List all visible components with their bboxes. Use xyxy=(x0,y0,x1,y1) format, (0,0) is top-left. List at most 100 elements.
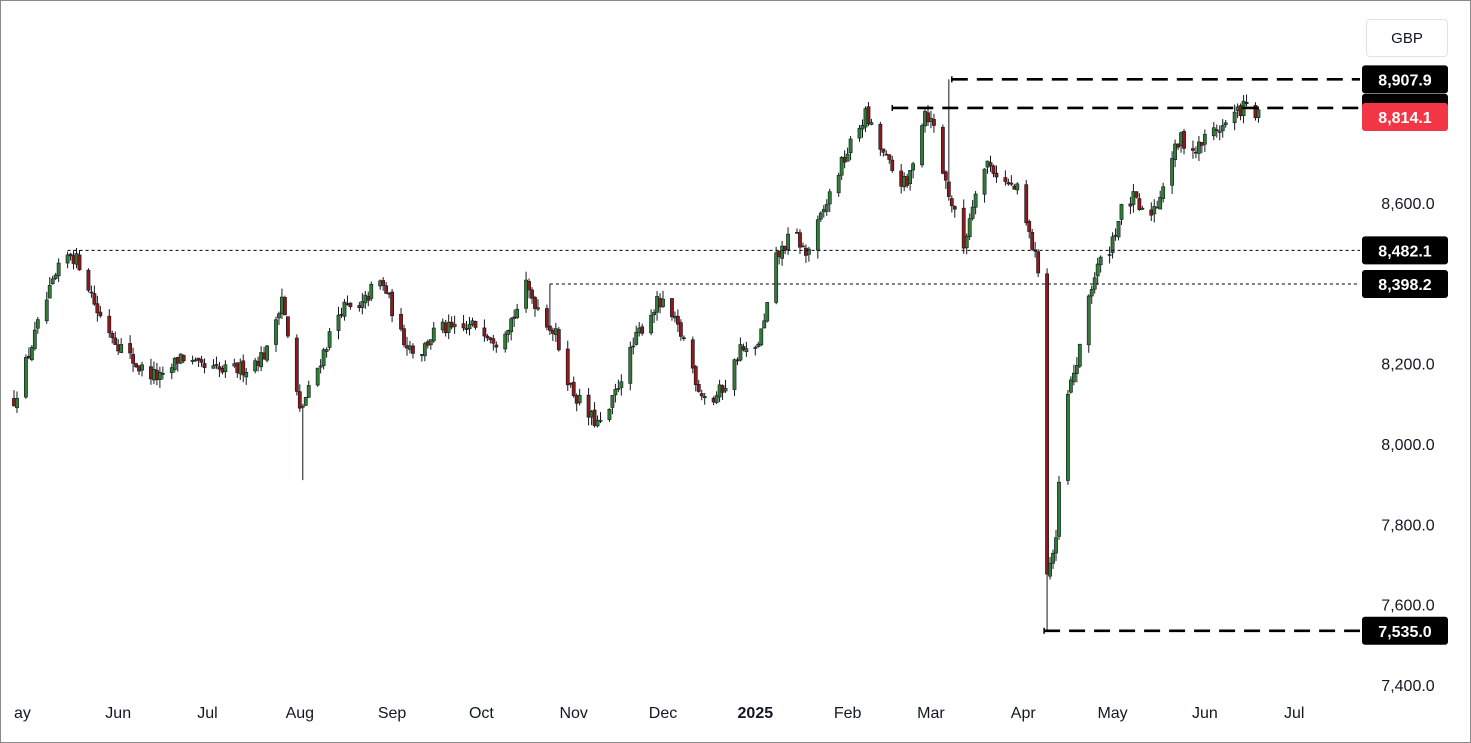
candle-body-up xyxy=(369,283,374,299)
candle-body-up xyxy=(1107,254,1112,256)
candle xyxy=(1131,184,1136,213)
candle xyxy=(595,415,600,428)
candle xyxy=(1045,268,1049,631)
candle-body-up xyxy=(982,168,987,195)
candle-body-up xyxy=(1161,186,1166,199)
candle-body-down xyxy=(384,285,389,294)
candle-body-down xyxy=(1030,232,1035,250)
candle xyxy=(1170,151,1175,194)
candle xyxy=(723,379,728,393)
candle xyxy=(452,315,457,334)
candle xyxy=(964,233,969,255)
x-tick-label: Nov xyxy=(559,705,587,722)
candle xyxy=(616,379,621,393)
currency-button[interactable]: GBP xyxy=(1366,19,1448,57)
candle xyxy=(50,275,55,285)
candle-body-up xyxy=(35,319,40,329)
candle-body-up xyxy=(50,278,55,285)
x-tick-label: Jul xyxy=(197,705,217,722)
candle-body-up xyxy=(723,388,728,392)
candle xyxy=(485,333,490,342)
candle-body-up xyxy=(422,343,427,357)
candle-body-down xyxy=(887,154,892,160)
candle-body-down xyxy=(1182,131,1186,149)
candle xyxy=(607,408,612,422)
candle-body-up xyxy=(613,389,618,396)
candle xyxy=(244,367,249,385)
candle-body-up xyxy=(47,285,52,299)
svg-text:8,907.9: 8,907.9 xyxy=(1378,72,1431,89)
candle xyxy=(1220,119,1225,138)
candle-body-up xyxy=(1089,289,1094,297)
svg-text:8,398.2: 8,398.2 xyxy=(1378,277,1431,294)
candle-body-down xyxy=(926,112,930,123)
candle-body-up xyxy=(1158,196,1163,210)
candle-body-up xyxy=(765,302,770,322)
candle xyxy=(283,295,287,316)
candle xyxy=(119,338,124,354)
candle xyxy=(107,309,112,338)
candle xyxy=(586,388,591,426)
candle xyxy=(56,258,61,283)
candle xyxy=(482,319,487,342)
candle xyxy=(530,287,534,304)
candle-body-down xyxy=(214,364,219,366)
candle xyxy=(619,374,624,396)
candle-body-up xyxy=(169,367,174,374)
candle-body-down xyxy=(527,281,531,291)
candle-body-down xyxy=(988,162,993,167)
candle-body-down xyxy=(217,366,222,370)
price-labels-layer: 8,907.98,836.78,482.18,398.27,535.08,814… xyxy=(1362,65,1448,645)
candle xyxy=(690,336,695,374)
candle xyxy=(1191,140,1195,159)
candle-body-down xyxy=(1137,198,1142,210)
candle-body-down xyxy=(390,291,395,317)
candle xyxy=(807,246,811,262)
candle-body-down xyxy=(402,328,406,346)
candle xyxy=(1089,285,1094,304)
candle xyxy=(911,161,916,179)
candle xyxy=(1116,221,1121,241)
candle xyxy=(285,316,290,339)
candle xyxy=(259,346,264,372)
candle xyxy=(369,281,374,302)
candle xyxy=(134,362,138,368)
candle-body-down xyxy=(131,354,135,364)
candle-body-down xyxy=(1134,191,1139,198)
candle xyxy=(15,391,19,413)
candle-body-up xyxy=(15,397,19,409)
candle xyxy=(1110,232,1115,259)
candle-body-down xyxy=(878,123,883,150)
candle xyxy=(140,361,144,377)
candle-body-down xyxy=(1045,273,1049,575)
candle-body-up xyxy=(619,381,624,388)
candle-body-up xyxy=(836,175,841,194)
candle xyxy=(131,347,135,372)
candle xyxy=(217,361,222,378)
candle xyxy=(857,124,862,142)
candle xyxy=(265,345,269,363)
candle-body-up xyxy=(762,320,767,329)
candle-body-up xyxy=(29,347,34,361)
x-tick-label: Dec xyxy=(649,705,677,722)
candle xyxy=(1066,389,1070,485)
candle xyxy=(1030,228,1035,251)
candle xyxy=(1161,182,1166,203)
candle xyxy=(592,402,597,428)
x-tick-label: Aug xyxy=(286,705,314,722)
candle xyxy=(1223,119,1228,128)
candle xyxy=(1214,124,1219,138)
candle-body-down xyxy=(961,207,966,249)
candle-body-up xyxy=(467,324,472,330)
candle xyxy=(503,331,508,353)
candle-body-up xyxy=(845,153,850,162)
candle xyxy=(1024,179,1029,226)
candle xyxy=(1003,170,1008,186)
candle-body-up xyxy=(53,274,58,279)
candle xyxy=(47,277,52,299)
candle-body-down xyxy=(586,394,591,418)
candle xyxy=(869,118,874,126)
candle xyxy=(696,379,701,393)
y-tick-label: 8,200.0 xyxy=(1381,357,1434,374)
